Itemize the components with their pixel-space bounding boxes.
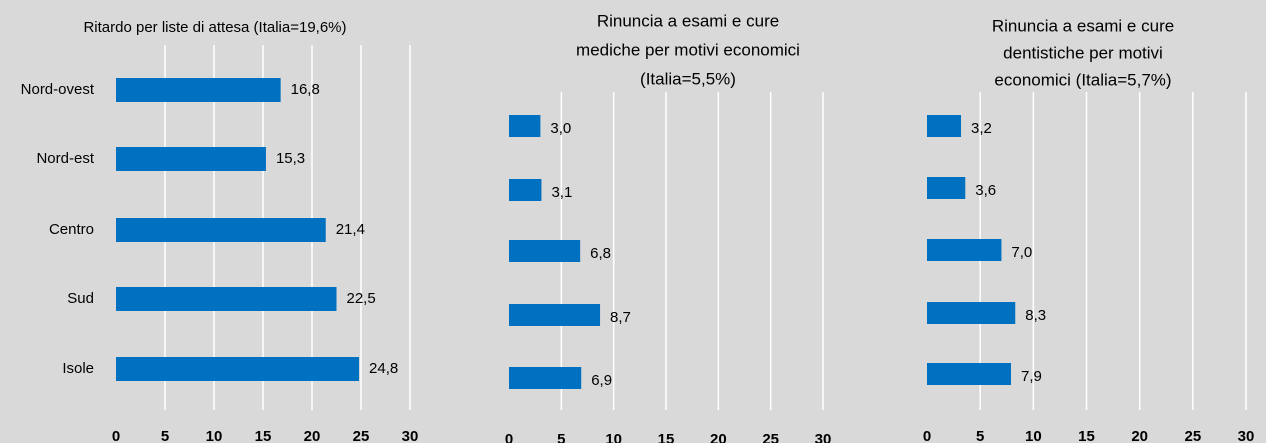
x-tick-label: 10 — [605, 431, 622, 443]
data-label: 16,8 — [291, 81, 320, 98]
bar — [509, 304, 601, 326]
bar — [116, 357, 360, 381]
y-tick-label: Centro — [49, 221, 94, 238]
data-label: 6,8 — [590, 245, 611, 262]
x-tick-label: 15 — [255, 428, 272, 443]
data-label: 7,0 — [1011, 244, 1032, 261]
chart-title: Rinuncia a esami e cure — [597, 11, 779, 30]
data-label: 15,3 — [276, 150, 305, 167]
data-label: 24,8 — [369, 360, 398, 377]
data-label: 6,9 — [591, 372, 612, 389]
data-label: 21,4 — [336, 221, 365, 238]
data-label: 8,7 — [610, 309, 631, 326]
bar — [116, 287, 337, 311]
x-tick-label: 25 — [762, 431, 779, 443]
data-label: 3,6 — [975, 182, 996, 199]
x-tick-label: 5 — [557, 431, 565, 443]
bar — [927, 115, 962, 137]
x-tick-label: 5 — [976, 428, 984, 443]
x-tick-label: 0 — [505, 431, 513, 443]
x-tick-label: 25 — [1184, 428, 1201, 443]
bar — [116, 218, 326, 242]
data-label: 22,5 — [347, 290, 376, 307]
x-tick-label: 25 — [353, 428, 370, 443]
y-tick-label: Nord-ovest — [21, 81, 95, 98]
bar — [927, 363, 1012, 385]
x-tick-label: 10 — [1025, 428, 1042, 443]
bar — [509, 179, 542, 201]
bar — [116, 78, 281, 102]
bar — [927, 177, 966, 199]
data-label: 7,9 — [1021, 368, 1042, 385]
x-tick-label: 15 — [658, 431, 675, 443]
data-label: 3,1 — [551, 184, 572, 201]
x-tick-label: 0 — [112, 428, 120, 443]
x-tick-label: 20 — [304, 428, 321, 443]
bar — [509, 367, 582, 389]
x-tick-label: 15 — [1078, 428, 1095, 443]
bar — [927, 302, 1016, 324]
bar — [927, 239, 1002, 261]
data-label: 3,0 — [550, 120, 571, 137]
x-tick-label: 20 — [710, 431, 727, 443]
y-tick-label: Isole — [62, 360, 94, 377]
x-tick-label: 30 — [402, 428, 419, 443]
x-tick-label: 5 — [161, 428, 169, 443]
chart-title: Rinuncia a esami e cure — [992, 16, 1174, 35]
x-tick-label: 30 — [1238, 428, 1255, 443]
chart-title: dentistiche per motivi — [1003, 43, 1163, 62]
chart-title: mediche per motivi economici — [576, 40, 800, 59]
bar — [509, 240, 581, 262]
chart-title: economici (Italia=5,7%) — [994, 70, 1171, 89]
x-tick-label: 0 — [923, 428, 931, 443]
data-label: 3,2 — [971, 120, 992, 137]
data-label: 8,3 — [1025, 307, 1046, 324]
y-tick-label: Sud — [67, 290, 94, 307]
chart-title: Ritardo per liste di attesa (Italia=19,6… — [83, 19, 346, 36]
y-tick-label: Nord-est — [36, 150, 94, 167]
chart-title: (Italia=5,5%) — [640, 69, 736, 88]
x-tick-label: 20 — [1131, 428, 1148, 443]
x-tick-label: 30 — [815, 431, 832, 443]
x-tick-label: 10 — [206, 428, 223, 443]
bar — [116, 147, 266, 171]
bar — [509, 115, 541, 137]
